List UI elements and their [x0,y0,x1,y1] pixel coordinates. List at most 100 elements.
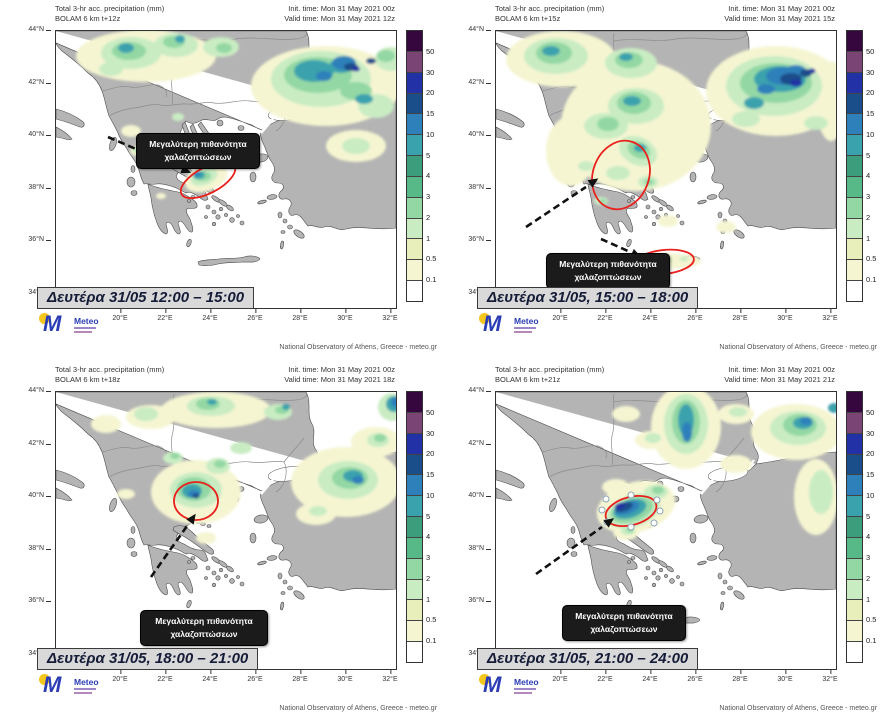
model-run: BOLAM 6 km t+18z [55,375,121,385]
colorbar-tick-label: 2 [426,574,431,583]
lon-tick-label: 24°E [642,669,658,683]
colorbar-tick-label: 4 [426,532,431,541]
lon-tick-label: 28°E [292,669,308,683]
colorbar-segment [847,31,862,52]
meteo-logo: M Meteo [477,671,567,703]
product-header: Total 3-hr acc. precipitation (mm) BOLAM… [495,365,604,385]
precip-colorbar: 50 30 20 15 10 5 4 3 2 1 0.5 0.1 [846,391,880,663]
lon-tick-label: 26°E [247,669,263,683]
colorbar-tick-label: 10 [866,130,875,139]
colorbar-tick-label: 5 [866,151,871,160]
attribution-text: National Observatory of Athens, Greece -… [719,705,877,712]
hail-region-ellipse [173,481,219,521]
arrowhead-icon [186,513,196,525]
colorbar-tick-label: 20 [866,88,875,97]
lat-tick-label: 36°N [28,597,51,604]
lon-tick-label: 20°E [552,669,568,683]
time-range-label: Δευτέρα 31/05, 21:00 – 24:00 [477,648,699,670]
colorbar-tick-label: 4 [426,171,431,180]
colorbar-labels: 50 30 20 15 10 5 4 3 2 1 0.5 0.1 [866,30,880,300]
arrowhead-icon [603,518,615,528]
time-range-label: Δευτέρα 31/05, 15:00 – 18:00 [477,287,699,309]
colorbar-segment [407,281,422,301]
lat-tick-label: 40°N [468,492,491,499]
hail-region-ellipse [604,494,658,528]
colorbar-segment [407,93,422,115]
valid-time: Valid time: Mon 31 May 2021 21z [724,375,835,385]
lon-tick-label: 24°E [642,308,658,322]
map-area: Μεγαλύτερη πιθανότητα χαλαζοπτώσεων [55,30,397,309]
map-area: Μεγαλύτερη πιθανότητα χαλαζοπτώσεων [495,30,837,309]
lon-tick-label: 28°E [732,308,748,322]
colorbar-tick-label: 30 [866,68,875,77]
colorbar-tick-label: 30 [866,429,875,438]
product-title: Total 3-hr acc. precipitation (mm) [55,4,165,13]
colorbar-segment [847,260,862,282]
hail-annotation-graphics [149,481,219,578]
colorbar-segment [407,239,422,261]
model-run: BOLAM 6 km t+15z [495,14,561,24]
hail-callout-line1: Μεγαλύτερη πιθανότητα [559,259,657,269]
colorbar-tick-label: 2 [866,574,871,583]
lon-tick-label: 30°E [337,669,353,683]
colorbar-segment [407,558,422,580]
lon-tick-label: 26°E [247,308,263,322]
attribution-text: National Observatory of Athens, Greece -… [279,705,437,712]
logo-tagline-line [514,331,532,333]
colorbar-tick-label: 10 [426,130,435,139]
colorbar-tick-label: 15 [866,470,875,479]
colorbar-segment [407,496,422,518]
colorbar-segment [847,517,862,538]
annotation-arrow [525,185,587,229]
longitude-axis: 20°E 22°E 24°E 26°E 28°E 30°E 32°E [0,0,440,361]
precip-colorbar: 50 30 20 15 10 5 4 3 2 1 0.5 0.1 [846,30,880,302]
colorbar-scale [846,391,863,663]
lon-tick-label: 32°E [382,308,398,322]
lon-tick-label: 22°E [157,669,173,683]
lon-tick-label: 22°E [157,308,173,322]
meteo-logo: M Meteo [37,671,127,703]
colorbar-segment [847,114,862,136]
lon-tick-label: 26°E [687,669,703,683]
precip-colorbar: 50 30 20 15 10 5 4 3 2 1 0.5 0.1 [406,391,440,663]
time-header: Init. time: Mon 31 May 2021 00z Valid ti… [284,4,395,24]
product-header: Total 3-hr acc. precipitation (mm) BOLAM… [55,365,164,385]
colorbar-tick-label: 30 [426,68,435,77]
lon-tick-label: 30°E [337,308,353,322]
logo-tagline-line [514,327,536,329]
colorbar-tick-label: 3 [426,192,431,201]
colorbar-segment [847,600,862,622]
colorbar-segment [407,600,422,622]
colorbar-tick-label: 0.5 [426,254,437,263]
colorbar-tick-label: 1 [426,595,431,604]
colorbar-labels: 50 30 20 15 10 5 4 3 2 1 0.5 0.1 [866,391,880,661]
colorbar-segment [407,621,422,643]
hail-callout-line2: χαλαζοπτώσεων [164,151,232,162]
colorbar-tick-label: 0.5 [426,615,437,624]
lat-tick-label: 44°N [28,387,51,394]
lon-tick-label: 22°E [597,308,613,322]
hail-callout-line2: χαλαζοπτώσεων [590,623,658,634]
colorbar-segment [407,156,422,177]
lat-tick-label: 40°N [28,492,51,499]
colorbar-segment [847,433,862,455]
lat-tick-label: 42°N [28,440,51,447]
colorbar-segment [407,642,422,662]
colorbar-segment [847,642,862,662]
logo-m-icon: M [43,311,61,336]
colorbar-segment [847,454,862,476]
colorbar-segment [407,114,422,136]
logo-tagline-line [74,688,96,690]
colorbar-tick-label: 0.1 [866,275,877,284]
map-area: Μεγαλύτερη πιθανότητα χαλαζοπτώσεων [55,391,397,670]
colorbar-labels: 50 30 20 15 10 5 4 3 2 1 0.5 0.1 [426,391,440,661]
init-time: Init. time: Mon 31 May 2021 00z [728,4,835,13]
meteo-logo: M Meteo [37,310,127,342]
product-title: Total 3-hr acc. precipitation (mm) [495,4,605,13]
logo-tagline-line [74,692,92,694]
model-run: BOLAM 6 km t+21z [495,375,561,385]
colorbar-tick-label: 0.5 [866,615,877,624]
colorbar-segment [407,260,422,282]
lat-tick-label: 36°N [468,236,491,243]
